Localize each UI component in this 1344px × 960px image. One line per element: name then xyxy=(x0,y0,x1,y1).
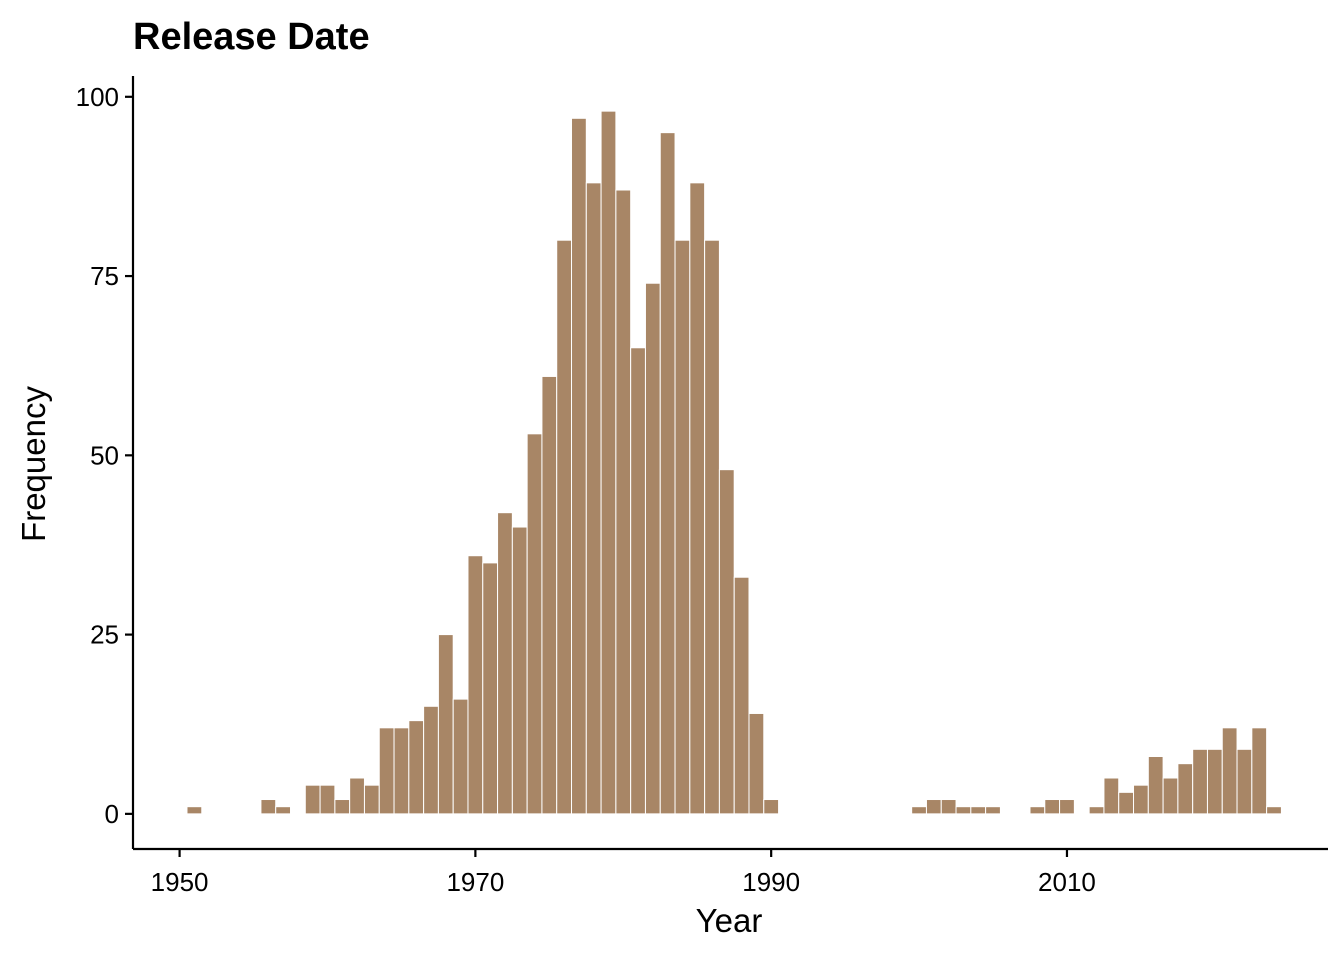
bar-1968 xyxy=(437,634,454,815)
bar-1976 xyxy=(556,239,573,815)
bar-2014 xyxy=(1118,791,1135,815)
bar-1964 xyxy=(378,727,395,815)
bar-2019 xyxy=(1192,748,1208,815)
bar-2023 xyxy=(1251,727,1268,815)
bar-1957 xyxy=(275,806,292,815)
bar-1972 xyxy=(497,512,513,815)
bar-2002 xyxy=(940,799,957,815)
bar-1977 xyxy=(571,117,587,815)
bar-1987 xyxy=(718,469,735,815)
bar-2017 xyxy=(1162,777,1179,815)
bar-1983 xyxy=(659,132,676,815)
bar-2010 xyxy=(1059,799,1075,815)
y-tick-label-50: 50 xyxy=(90,440,119,470)
bar-1988 xyxy=(733,576,750,815)
bar-2024 xyxy=(1266,806,1282,815)
bar-1975 xyxy=(541,375,558,815)
y-tick-label-100: 100 xyxy=(76,82,119,112)
bar-1971 xyxy=(482,562,499,815)
bars-group xyxy=(186,110,1282,815)
chart-title: Release Date xyxy=(133,16,370,58)
axes-group xyxy=(131,76,1328,851)
bar-1962 xyxy=(349,777,365,815)
bar-1960 xyxy=(319,784,336,815)
bar-2000 xyxy=(911,806,927,815)
bar-2022 xyxy=(1236,748,1253,815)
x-tick-label-1970: 1970 xyxy=(446,867,504,897)
bar-1986 xyxy=(704,239,720,815)
bar-1966 xyxy=(408,720,425,815)
x-ticks-group: 1950 1970 1990 2010 xyxy=(151,849,1096,897)
bar-2015 xyxy=(1133,784,1149,815)
bar-2012 xyxy=(1088,806,1105,815)
bar-2020 xyxy=(1206,748,1223,815)
bar-1985 xyxy=(689,182,706,815)
bar-2008 xyxy=(1029,806,1046,815)
bar-1990 xyxy=(763,799,780,815)
bar-1982 xyxy=(644,282,661,815)
bar-2005 xyxy=(985,806,1001,815)
bar-1978 xyxy=(585,182,602,815)
bar-1973 xyxy=(511,526,528,815)
bar-1951 xyxy=(186,806,203,815)
x-tick-label-1950: 1950 xyxy=(151,867,209,897)
y-axis-title: Frequency xyxy=(15,386,52,542)
y-tick-label-75: 75 xyxy=(90,261,119,291)
bar-1956 xyxy=(260,799,277,815)
bar-1981 xyxy=(630,347,646,815)
bar-2016 xyxy=(1147,756,1164,815)
bar-2001 xyxy=(925,799,942,815)
y-tick-label-25: 25 xyxy=(90,620,119,650)
bar-1974 xyxy=(526,433,543,815)
bar-1979 xyxy=(600,110,617,815)
y-tick-label-0: 0 xyxy=(105,799,119,829)
bar-2004 xyxy=(970,806,987,815)
bar-1963 xyxy=(363,784,380,815)
bar-1989 xyxy=(748,712,765,815)
bar-1967 xyxy=(423,705,439,815)
bar-1984 xyxy=(674,239,691,815)
x-axis-title: Year xyxy=(696,902,763,939)
x-tick-label-1990: 1990 xyxy=(742,867,800,897)
x-tick-label-2010: 2010 xyxy=(1038,867,1096,897)
bar-2021 xyxy=(1221,727,1238,815)
bar-2009 xyxy=(1044,799,1061,815)
bar-1959 xyxy=(304,784,321,815)
bar-1961 xyxy=(334,799,351,815)
bar-2018 xyxy=(1177,763,1194,815)
bar-1965 xyxy=(393,727,410,815)
bar-1970 xyxy=(467,555,484,815)
bar-1980 xyxy=(615,189,632,815)
bar-2003 xyxy=(955,806,972,815)
y-ticks-group: 0 25 50 75 100 xyxy=(76,82,133,829)
bar-1969 xyxy=(452,698,469,815)
bar-2013 xyxy=(1103,777,1120,815)
